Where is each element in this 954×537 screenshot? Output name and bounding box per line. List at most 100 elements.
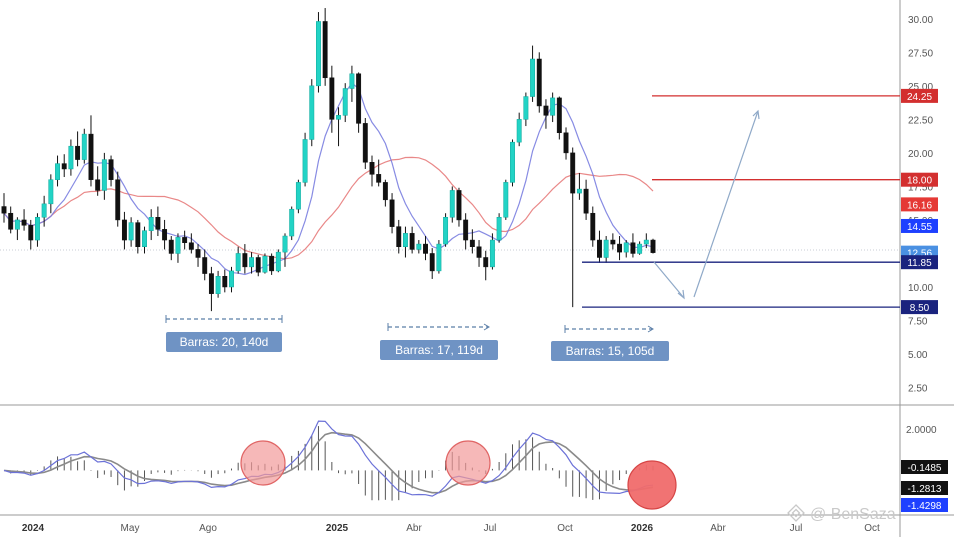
time-tick: May <box>121 523 140 534</box>
candle <box>530 45 536 102</box>
oscillator-histogram <box>10 426 654 501</box>
candle <box>75 131 81 167</box>
candle <box>14 217 20 241</box>
time-tick: Abr <box>406 523 422 534</box>
price-tick: 7.50 <box>908 317 928 328</box>
candle <box>349 65 355 102</box>
candle <box>8 206 14 234</box>
candle <box>202 249 208 281</box>
candle <box>95 166 101 196</box>
candle <box>148 209 154 241</box>
candle <box>295 179 301 214</box>
bar-count-ruler-3: Barras: 15, 105d <box>551 325 669 361</box>
candle <box>563 127 569 160</box>
price-tick: 27.50 <box>908 48 933 59</box>
candle <box>356 72 362 133</box>
candle <box>142 226 147 254</box>
candle <box>597 230 602 263</box>
long-moving-average-line <box>3 156 654 260</box>
price-tick: 30.00 <box>908 15 933 26</box>
candle <box>617 236 622 261</box>
time-tick: 2024 <box>22 523 45 534</box>
price-tag: 14.55 <box>901 218 938 233</box>
candle <box>195 244 201 267</box>
bar-count-label-2: Barras: 17, 119d <box>395 343 483 357</box>
candle <box>121 211 127 250</box>
price-tick: 10.00 <box>908 283 933 294</box>
candle <box>128 217 134 247</box>
candle <box>242 244 248 274</box>
candle <box>463 213 469 250</box>
candle <box>576 172 582 200</box>
candle <box>389 193 395 234</box>
cross-circle-2 <box>445 440 491 486</box>
price-tag: 16.16 <box>901 197 938 212</box>
candle <box>182 230 188 250</box>
time-tick: Jul <box>790 523 803 534</box>
oscillator-main-line <box>3 420 654 497</box>
svg-text:-1.2813: -1.2813 <box>908 484 942 495</box>
oscillator-signal-line <box>3 431 654 494</box>
price-tag: 8.50 <box>901 300 938 315</box>
bar-count-ruler-1: Barras: 20, 140d <box>165 315 283 352</box>
candle <box>168 236 174 261</box>
candle <box>289 206 295 241</box>
time-tick: 2025 <box>326 523 349 534</box>
bar-count-label-1: Barras: 20, 140d <box>180 335 269 349</box>
price-tick: 22.50 <box>908 115 933 126</box>
candle <box>443 213 449 247</box>
price-tick: 5.00 <box>908 350 928 361</box>
price-tick: 17.50 <box>908 182 933 193</box>
candle <box>269 253 275 275</box>
candle <box>630 233 636 258</box>
svg-text:18.00: 18.00 <box>907 176 932 187</box>
candle <box>208 266 214 312</box>
candle <box>423 236 428 261</box>
time-tick: Ago <box>199 523 217 534</box>
svg-text:14.55: 14.55 <box>907 222 932 233</box>
candle <box>510 139 515 187</box>
candle <box>436 240 442 274</box>
cross-circle-3 <box>627 460 677 510</box>
candle <box>643 233 649 249</box>
oscillator-circles <box>240 440 677 510</box>
price-tag: 18.00 <box>901 172 938 187</box>
candle <box>229 266 234 293</box>
candle <box>449 186 455 223</box>
candle <box>503 179 509 220</box>
candle <box>536 52 542 113</box>
candle <box>396 219 402 254</box>
candle <box>402 226 408 258</box>
candle <box>255 254 261 277</box>
candle <box>610 233 616 250</box>
candle <box>235 246 241 274</box>
candle <box>382 179 388 207</box>
candle <box>135 219 141 254</box>
candle <box>583 179 589 220</box>
candle <box>623 240 629 258</box>
svg-text:12.56: 12.56 <box>907 249 932 260</box>
svg-text:16.16: 16.16 <box>907 200 932 211</box>
candle <box>175 233 181 263</box>
cross-circle-1 <box>240 440 286 486</box>
candle <box>88 115 94 187</box>
price-tag: 11.85 <box>901 255 938 270</box>
candle <box>376 159 382 187</box>
osc-tag: -1.2813 <box>901 481 948 495</box>
candle <box>429 248 435 279</box>
candle <box>155 206 161 237</box>
projection-arrow <box>653 109 760 300</box>
watermark-text: @ BenSaza <box>810 506 896 523</box>
candle <box>570 147 576 308</box>
candle <box>215 270 221 298</box>
price-tick: 25.00 <box>908 82 933 93</box>
candle <box>115 171 121 227</box>
candle <box>309 79 315 147</box>
time-tick: Jul <box>484 523 497 534</box>
candles <box>1 8 656 312</box>
candle <box>316 12 321 93</box>
candle <box>543 99 549 129</box>
svg-text:8.50: 8.50 <box>910 303 930 314</box>
